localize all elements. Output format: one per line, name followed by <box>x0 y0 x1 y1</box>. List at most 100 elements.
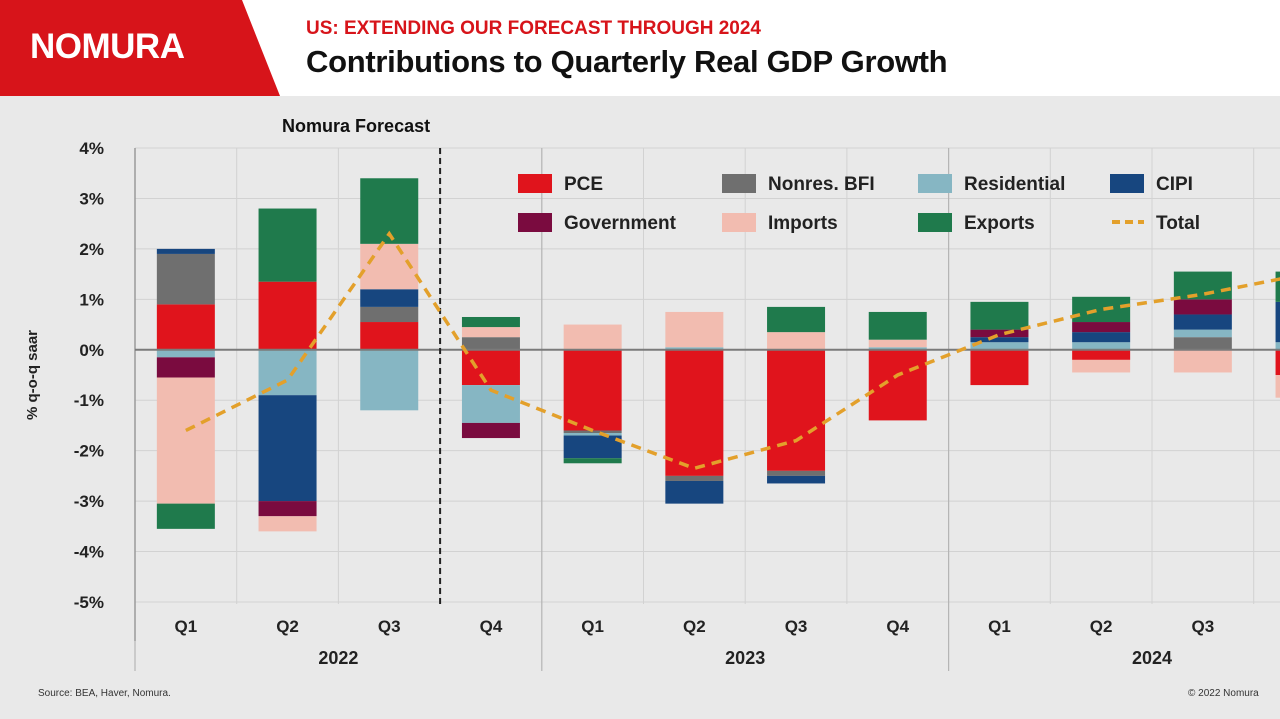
bar-segment-pce <box>868 349 927 421</box>
bar-segment-exports <box>156 503 215 529</box>
legend-swatch-cipi <box>1110 174 1144 193</box>
bar-segment-cipi <box>665 480 724 504</box>
year-label: 2023 <box>725 648 765 668</box>
bar-segment-residential <box>1275 342 1280 350</box>
bar-segment-cipi <box>156 248 215 254</box>
y-tick-label: -4% <box>74 543 104 562</box>
bar-segment-pce <box>970 349 1029 386</box>
bar-segment-government <box>461 422 520 439</box>
x-tick-label: Q2 <box>683 617 706 636</box>
bar-segment-pce <box>767 349 826 471</box>
bar-segment-imports <box>563 324 622 350</box>
y-tick-label: -5% <box>74 593 104 612</box>
x-tick-label: Q2 <box>1090 617 1113 636</box>
chart-header: NOMURA US: EXTENDING OUR FORECAST THROUG… <box>0 0 1280 96</box>
bar-segment-residential <box>868 347 927 350</box>
bar-segment-imports <box>868 339 927 348</box>
year-label: 2024 <box>1132 648 1172 668</box>
nomura-logo: NOMURA <box>30 27 185 66</box>
bar-segment-imports <box>665 311 724 348</box>
y-tick-label: 2% <box>79 240 104 259</box>
legend-label-government: Government <box>564 213 677 234</box>
bar-segment-nonres-bfi <box>156 253 215 305</box>
bar-segment-cipi <box>1275 301 1280 343</box>
year-label: 2022 <box>318 648 358 668</box>
x-tick-label: Q3 <box>1192 617 1215 636</box>
legend-swatch-residential <box>918 174 952 193</box>
bar-segment-nonres-bfi <box>767 470 826 476</box>
bar-segment-exports <box>1173 271 1232 300</box>
x-tick-label: Q4 <box>480 617 503 636</box>
y-tick-label: 1% <box>79 290 104 309</box>
bar-segment-government <box>1173 299 1232 315</box>
bar-segment-pce <box>156 304 215 350</box>
x-tick-label: Q3 <box>785 617 808 636</box>
y-axis-label: % q-o-q saar <box>24 330 41 420</box>
legend-label-cipi: CIPI <box>1156 174 1193 195</box>
y-tick-label: 4% <box>79 139 104 158</box>
bar-segment-cipi <box>767 475 826 484</box>
bar-segment-residential <box>563 433 622 436</box>
bar-segment-exports <box>868 311 927 340</box>
bar-segment-government <box>1072 322 1131 333</box>
y-tick-label: 3% <box>79 189 104 208</box>
bar-segment-cipi <box>360 289 419 307</box>
bar-segment-nonres-bfi <box>360 306 419 323</box>
bar-segment-residential <box>156 349 215 358</box>
bar-segment-imports <box>156 377 215 504</box>
bar-segment-imports <box>1072 359 1131 373</box>
bar-segment-cipi <box>970 337 1029 343</box>
bar-segment-imports <box>258 516 317 532</box>
y-tick-label: 0% <box>79 341 104 360</box>
bar-segment-residential <box>1072 342 1131 350</box>
bar-segment-pce <box>1072 349 1131 360</box>
bar-segment-exports <box>970 301 1029 330</box>
nomura-logo-band <box>0 0 280 96</box>
y-tick-label: -3% <box>74 492 104 511</box>
bar-segment-government <box>258 501 317 517</box>
bar-segment-cipi <box>1173 314 1232 330</box>
legend-label-pce: PCE <box>564 174 603 195</box>
x-tick-label: Q4 <box>886 617 909 636</box>
gdp-contributions-chart: 4% 3% 2% 1% 0% -1% -2% -3% -4% -5% Nomura Forecast… <box>24 116 1280 671</box>
bar-segment-nonres-bfi <box>461 337 520 350</box>
bar-segment-pce <box>258 281 317 350</box>
x-tick-label: Q1 <box>175 617 198 636</box>
legend-label-total: Total <box>1156 213 1200 234</box>
legend-label-nonres-bfi: Nonres. BFI <box>768 174 875 195</box>
forecast-label: Nomura Forecast <box>282 116 430 136</box>
bar-segment-residential <box>970 342 1029 350</box>
bar-segment-cipi <box>258 395 317 502</box>
legend-label-imports: Imports <box>768 213 838 234</box>
chart-title: Contributions to Quarterly Real GDP Grow… <box>306 44 948 79</box>
bar-segment-government <box>970 329 1029 338</box>
y-tick-label: -2% <box>74 442 104 461</box>
bar-segment-nonres-bfi <box>665 475 724 481</box>
copyright-note: © 2022 Nomura <box>1188 688 1259 699</box>
bar-segment-nonres-bfi <box>1173 337 1232 350</box>
bar-segment-pce <box>461 349 520 386</box>
bar-segment-residential <box>258 349 317 396</box>
total-line <box>185 230 1280 471</box>
bar-segment-residential <box>665 347 724 350</box>
legend-swatch-pce <box>518 174 552 193</box>
bar-segment-residential <box>360 349 419 411</box>
bar-segment-imports <box>461 327 520 338</box>
x-tick-label: Q3 <box>378 617 401 636</box>
y-tick-label: -1% <box>74 391 104 410</box>
bar-segment-nonres-bfi <box>563 430 622 434</box>
legend-swatch-imports <box>722 213 756 232</box>
legend-label-exports: Exports <box>964 213 1035 234</box>
bar-segment-pce <box>360 322 419 350</box>
bar-segment-exports <box>1275 271 1280 302</box>
x-tick-label: Q2 <box>276 617 299 636</box>
legend-swatch-exports <box>918 213 952 232</box>
bar-segment-imports <box>1275 375 1280 398</box>
legend-label-residential: Residential <box>964 174 1065 195</box>
bar-segment-pce <box>1275 349 1280 375</box>
bar-segment-pce <box>665 349 724 476</box>
source-note: Source: BEA, Haver, Nomura. <box>38 688 171 699</box>
bar-segment-imports <box>767 332 826 350</box>
chart-subtitle: US: EXTENDING OUR FORECAST THROUGH 2024 <box>306 18 761 39</box>
bar-segment-exports <box>563 458 622 464</box>
